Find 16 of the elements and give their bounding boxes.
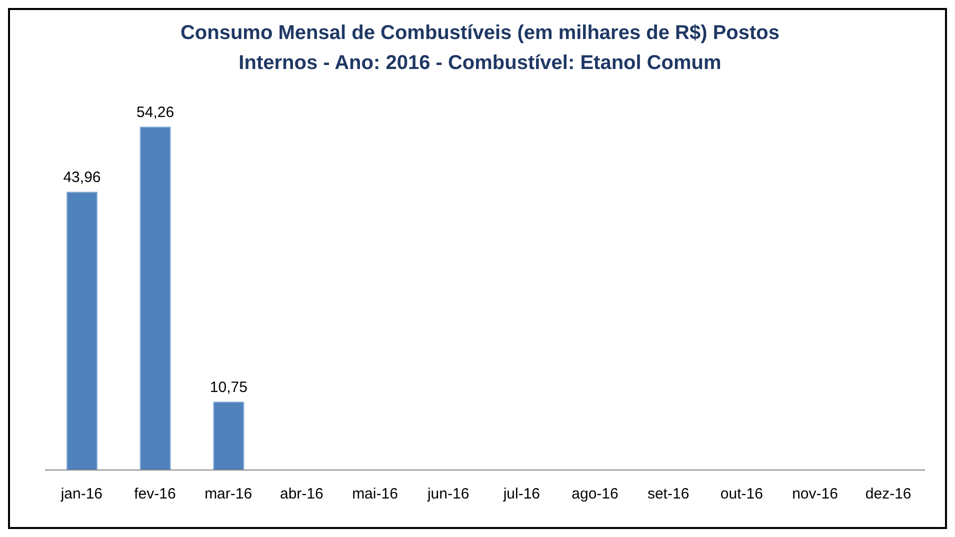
- x-tick-label: dez-16: [865, 486, 912, 503]
- x-tick-label: mai-16: [352, 486, 398, 503]
- data-label: 10,75: [210, 379, 248, 396]
- x-tick-label: ago-16: [572, 486, 618, 503]
- chart-title: Consumo Mensal de Combustíveis (em milhares de R$) Postos Internos - Ano: 2016 - Combustível: Etanol Comum: [179, 21, 781, 76]
- x-tick-label: jul-16: [502, 486, 540, 503]
- x-tick-label: nov-16: [792, 486, 838, 503]
- x-tick-label: fev-16: [134, 486, 176, 503]
- x-tick-label: mar-16: [204, 486, 252, 503]
- x-tick-label: out-16: [720, 486, 763, 503]
- x-tick-label: set-16: [647, 486, 690, 503]
- x-tick-label: abr-16: [280, 486, 324, 503]
- data-label: 43,96: [63, 169, 101, 186]
- data-label: 54,26: [136, 104, 174, 122]
- x-tick-label: jun-16: [426, 486, 470, 503]
- x-tick-label: jan-16: [60, 486, 103, 503]
